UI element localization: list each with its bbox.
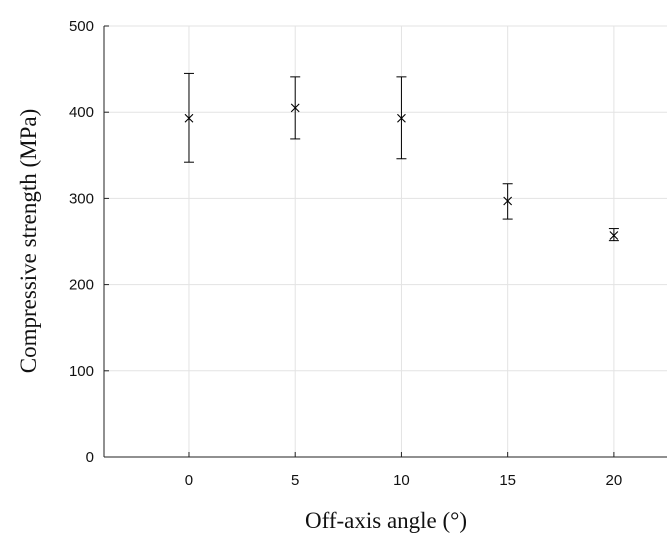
data-point-marker: [503, 196, 513, 206]
y-tick-label: 500: [69, 18, 94, 35]
x-tick-label: 20: [606, 472, 623, 489]
axes-layer: [103, 26, 667, 458]
grid-layer: [104, 25, 667, 457]
data-point-group: [608, 228, 619, 242]
x-tick-label: 15: [499, 472, 516, 489]
y-tick-label: 300: [69, 190, 94, 207]
y-axis-label: Compressive strength (MPa): [16, 109, 41, 373]
data-point-marker: [397, 113, 406, 123]
y-tick-label: 100: [69, 363, 94, 380]
x-axis-label: Off-axis angle (°): [305, 508, 467, 533]
x-tick-label: 0: [185, 472, 193, 489]
data-point-group: [290, 76, 301, 140]
data-point-marker: [184, 113, 194, 123]
data-point-group: [396, 76, 407, 160]
data-layer: [183, 72, 619, 242]
data-point-marker: [290, 103, 300, 113]
y-tick-label: 0: [86, 449, 94, 466]
y-tick-label: 200: [69, 277, 94, 294]
x-tick-label: 10: [393, 472, 410, 489]
y-tick-label: 400: [69, 104, 94, 121]
data-point-group: [502, 183, 513, 220]
data-point-marker: [609, 231, 619, 240]
x-tick-label: 5: [291, 472, 299, 489]
data-point-group: [183, 72, 194, 163]
